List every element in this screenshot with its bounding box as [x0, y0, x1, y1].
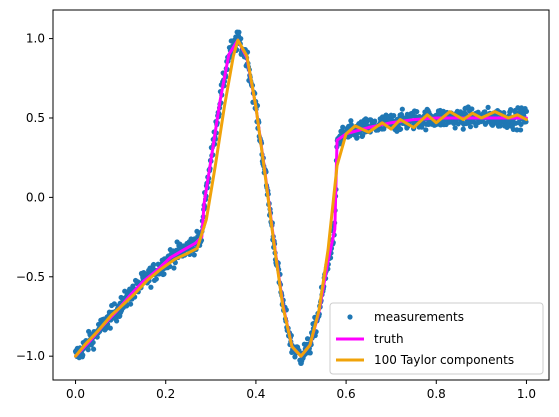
measurement-point — [304, 336, 311, 342]
measurement-point — [397, 126, 404, 132]
x-tick-label: 0.8 — [427, 387, 446, 401]
x-tick-label: 0.0 — [66, 387, 85, 401]
measurement-point — [460, 126, 466, 132]
measurement-point — [360, 133, 366, 139]
measurement-point — [423, 127, 429, 133]
measurement-point — [391, 113, 397, 119]
measurement-point — [354, 134, 360, 141]
measurement-point — [517, 127, 524, 133]
measurement-point — [236, 29, 242, 35]
legend-label-taylor: 100 Taylor components — [374, 353, 514, 367]
measurement-point — [91, 346, 97, 352]
measurement-point — [482, 109, 488, 115]
measurement-point — [452, 125, 458, 131]
y-tick-label: −0.5 — [16, 270, 45, 284]
legend-box — [329, 302, 544, 375]
measurement-point — [455, 121, 461, 127]
measurement-point — [85, 347, 91, 353]
measurement-point — [381, 126, 387, 132]
x-axis: 0.0 0.2 0.4 0.6 0.8 1.0 — [66, 380, 536, 401]
measurement-point — [372, 118, 378, 124]
measurement-point — [523, 108, 530, 114]
x-tick-label: 0.4 — [246, 387, 265, 401]
measurement-point — [467, 124, 474, 130]
measurement-point — [148, 284, 154, 290]
legend-label-truth: truth — [374, 332, 404, 346]
measurement-point — [111, 301, 117, 307]
y-tick-label: 0.0 — [26, 190, 45, 204]
measurement-point — [151, 261, 157, 268]
measurement-point — [171, 265, 177, 271]
measurement-point — [514, 127, 520, 133]
measurement-point — [307, 350, 313, 356]
line-layer — [74, 38, 528, 358]
measurement-point — [188, 236, 194, 242]
measurement-point — [103, 325, 109, 331]
measurement-point — [80, 352, 86, 358]
taylor-line — [74, 38, 528, 358]
measurement-point — [399, 106, 405, 112]
x-tick-label: 1.0 — [517, 387, 536, 401]
measurement-point — [348, 118, 354, 124]
measurement-point — [191, 252, 197, 258]
legend-label-measurements: measurements — [374, 310, 464, 324]
y-tick-label: 1.0 — [26, 32, 45, 46]
y-tick-label: −1.0 — [16, 349, 45, 363]
measurement-point — [128, 301, 134, 307]
measurement-point — [153, 276, 159, 282]
measurement-point — [90, 339, 96, 346]
legend: measurements truth 100 Taylor components — [329, 302, 544, 375]
measurement-point — [414, 109, 420, 115]
measurement-point — [469, 106, 475, 112]
plot-frame — [52, 9, 550, 381]
measurement-point — [107, 325, 113, 331]
measurement-point — [161, 271, 167, 277]
measurement-point — [515, 105, 521, 111]
x-tick-label: 0.6 — [337, 387, 356, 401]
x-tick-label: 0.2 — [156, 387, 175, 401]
y-axis: −1.0 −0.5 0.0 0.5 1.0 — [16, 32, 53, 363]
measurement-point — [508, 107, 514, 113]
measurement-point — [485, 104, 491, 110]
legend-marker-measurements — [347, 314, 353, 320]
measurement-point — [340, 124, 346, 130]
measurement-point — [114, 318, 120, 324]
y-tick-label: 0.5 — [26, 111, 45, 125]
